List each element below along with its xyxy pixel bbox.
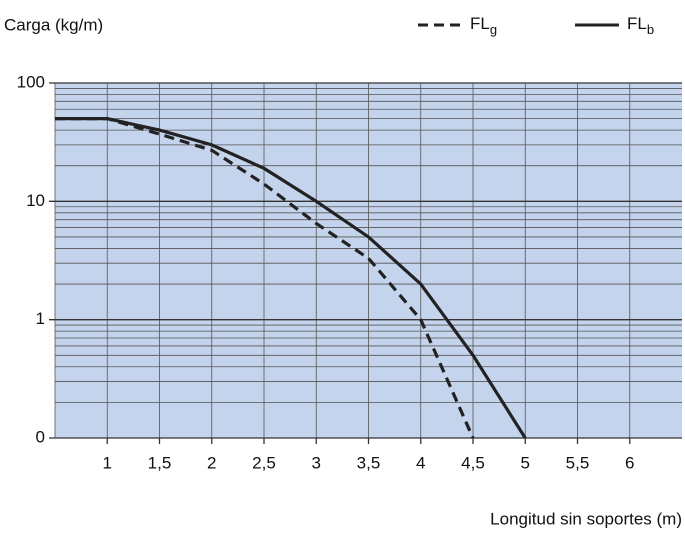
x-tick-label: 5,5 — [566, 453, 590, 472]
x-tick-label: 1,5 — [148, 453, 172, 472]
data-line — [55, 117, 527, 439]
x-tick-label: 4,5 — [461, 453, 485, 472]
x-tick-label: 4 — [416, 453, 425, 472]
y-tick-label: 1 — [36, 309, 45, 328]
x-axis-label: Longitud sin soportes (m) — [490, 509, 682, 528]
x-tick-label: 3 — [312, 453, 321, 472]
x-tick-label: 6 — [625, 453, 634, 472]
x-tick-label: 2,5 — [252, 453, 276, 472]
y-tick-label: 10 — [26, 191, 45, 210]
x-tick-label: 3,5 — [357, 453, 381, 472]
y-axis-label: Carga (kg/m) — [4, 15, 103, 34]
legend-label: FLg — [470, 14, 497, 37]
x-tick-label: 2 — [207, 453, 216, 472]
x-tick-label: 1 — [103, 453, 112, 472]
y-tick-label: 0 — [36, 427, 45, 446]
x-tick-label: 5 — [521, 453, 530, 472]
y-tick-label: 100 — [17, 72, 45, 91]
legend-label: FLb — [627, 14, 654, 37]
